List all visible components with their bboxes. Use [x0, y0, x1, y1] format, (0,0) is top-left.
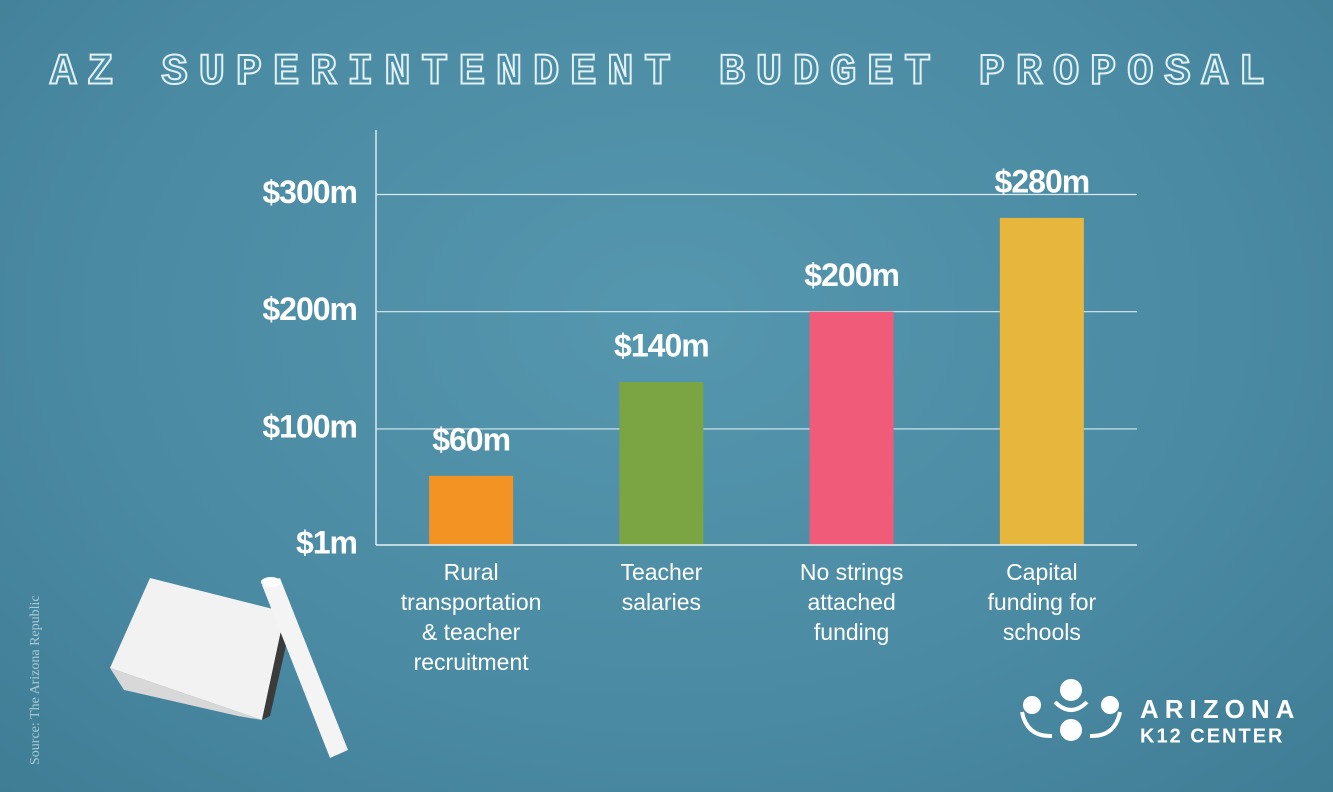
- value-label: $60m: [432, 421, 510, 457]
- bar: [999, 217, 1084, 546]
- chart-title: AZ SUPERINTENDENT BUDGET PROPOSAL: [50, 48, 1265, 98]
- logo-text: K12 CENTER: [1140, 725, 1284, 747]
- bar: [809, 311, 894, 545]
- y-tick-label: $200m: [262, 291, 357, 327]
- y-tick-label: $300m: [262, 174, 357, 210]
- x-tick-label: Rural transportation & teacher recruitme…: [400, 559, 542, 675]
- chalk: [261, 577, 348, 758]
- value-label: $200m: [804, 257, 899, 293]
- value-label: $280m: [995, 163, 1090, 199]
- y-tick-label: $1m: [296, 524, 357, 560]
- logo-icon: [1020, 679, 1122, 741]
- x-tick-label: Teacher salaries: [620, 559, 703, 615]
- bar: [619, 382, 704, 545]
- logo-text: ARIZONA: [1140, 694, 1300, 724]
- bar: [429, 475, 514, 545]
- eraser: [110, 578, 290, 720]
- x-tick-label: No strings attached funding: [799, 559, 904, 645]
- x-tick-label: Capital funding for schools: [987, 559, 1097, 645]
- source: Source: The Arizona Republic: [28, 595, 43, 765]
- y-tick-label: $100m: [262, 408, 357, 444]
- value-label: $140m: [614, 328, 709, 364]
